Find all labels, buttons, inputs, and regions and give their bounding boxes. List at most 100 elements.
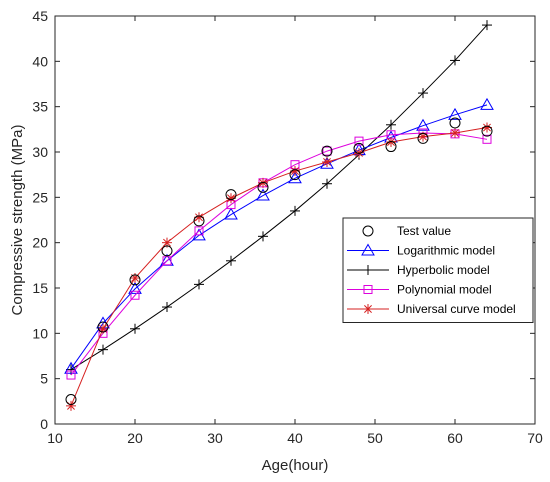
marker-circle	[289, 169, 301, 181]
data-point	[386, 119, 396, 130]
legend-marker	[361, 243, 375, 256]
x-tick-label: 40	[287, 430, 303, 446]
marker-asterisk-d2	[163, 238, 171, 247]
y-axis: 0 5 10 15 20 25 30 35 40 45	[32, 8, 535, 432]
x-tick-label: 70	[527, 430, 543, 446]
x-tick-label: 10	[47, 430, 63, 446]
data-point	[162, 256, 172, 266]
legend-label: Universal curve model	[397, 302, 516, 316]
legend-marker	[363, 285, 373, 294]
marker-circle	[449, 117, 461, 129]
legend-item: Universal curve model	[347, 302, 516, 316]
marker-circle	[129, 274, 141, 286]
marker-square	[130, 290, 140, 300]
marker-triangle	[224, 207, 238, 220]
marker-asterisk-d2	[195, 213, 203, 222]
marker-square	[482, 134, 492, 144]
data-point	[64, 361, 78, 374]
marker-asterisk-d2	[323, 158, 331, 166]
marker-asterisk-d2	[483, 123, 491, 132]
marker-triangle	[361, 243, 375, 256]
data-point	[194, 226, 204, 236]
legend-item: Logarithmic model	[347, 243, 495, 258]
legend-label: Hyperbolic model	[397, 263, 490, 277]
y-tick-label: 45	[32, 8, 48, 24]
marker-triangle	[416, 118, 430, 131]
legend-item: Hyperbolic model	[347, 263, 490, 277]
marker-circle	[417, 132, 429, 144]
data-point	[353, 142, 365, 154]
data-point	[482, 20, 492, 31]
legend-marker	[362, 225, 374, 237]
data-point	[128, 281, 142, 294]
marker-circle	[481, 125, 493, 137]
marker-circle	[97, 321, 109, 333]
legend-item: Polynomial model	[347, 283, 492, 297]
marker-circle	[385, 141, 397, 153]
x-tick-label: 30	[207, 430, 223, 446]
marker-triangle	[480, 97, 494, 110]
data-point	[258, 231, 268, 242]
legend-item: Test value	[362, 224, 451, 238]
data-point	[290, 205, 300, 216]
data-point	[450, 127, 460, 138]
x-axis-label: Age(hour)	[262, 457, 329, 474]
data-point	[417, 132, 429, 144]
data-point	[97, 321, 109, 333]
data-point	[418, 88, 428, 99]
legend-marker	[363, 304, 373, 314]
x-axis: 10 20 30 40 50 60 70	[47, 16, 543, 446]
data-point	[193, 215, 205, 227]
y-axis-label: Compressive strength (MPa)	[9, 125, 26, 316]
marker-square	[363, 285, 373, 294]
legend-label: Polynomial model	[397, 283, 492, 297]
data-point	[416, 118, 430, 131]
y-tick-label: 35	[32, 99, 48, 115]
marker-circle	[362, 225, 374, 237]
data-point	[354, 136, 364, 146]
data-point	[256, 188, 270, 201]
marker-asterisk-d2	[364, 305, 372, 313]
marker-triangle	[448, 107, 462, 120]
data-point	[450, 55, 460, 66]
marker-circle	[65, 394, 77, 406]
y-tick-label: 10	[32, 325, 48, 341]
data-point	[448, 107, 462, 120]
marker-circle	[225, 189, 237, 201]
data-point	[322, 178, 332, 189]
data-point	[482, 134, 492, 144]
marker-circle	[353, 142, 365, 154]
legend-label: Logarithmic model	[397, 244, 495, 258]
y-tick-label: 25	[32, 189, 48, 205]
marker-asterisk-d2	[451, 129, 459, 137]
data-point	[322, 156, 332, 167]
data-point	[130, 323, 140, 334]
y-tick-label: 30	[32, 144, 48, 160]
y-tick-label: 0	[40, 416, 48, 432]
marker-square	[322, 146, 332, 156]
x-tick-label: 50	[367, 430, 383, 446]
marker-square	[194, 226, 204, 236]
legend: Test value Logarithmic model Hyperbolic mo…	[342, 217, 534, 323]
data-point	[65, 394, 77, 406]
data-point	[129, 274, 141, 286]
series-line	[70, 24, 488, 371]
data-point	[130, 290, 140, 300]
data-point	[66, 370, 76, 380]
x-tick-label: 20	[127, 430, 143, 446]
series-line	[70, 132, 488, 376]
data-point	[289, 169, 301, 181]
series-line	[70, 104, 488, 369]
marker-triangle	[288, 171, 302, 184]
data-point	[385, 141, 397, 153]
marker-asterisk-d2	[227, 194, 235, 203]
y-tick-label: 40	[32, 53, 48, 69]
marker-circle	[321, 145, 333, 157]
marker-triangle	[64, 361, 78, 374]
legend-marker	[363, 265, 373, 275]
data-point	[321, 145, 333, 157]
data-point	[194, 279, 204, 290]
marker-circle	[193, 215, 205, 227]
data-point	[98, 344, 108, 355]
